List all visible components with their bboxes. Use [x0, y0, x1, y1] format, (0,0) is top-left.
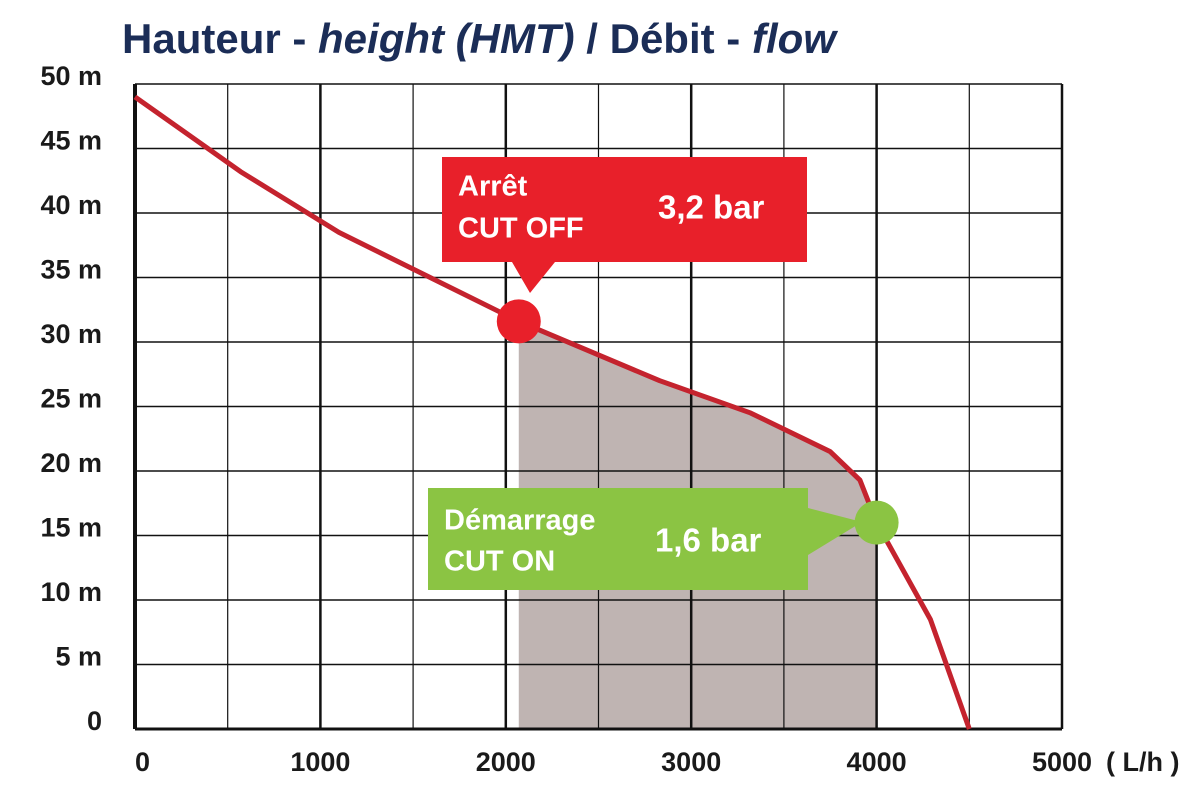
x-tick-label: 0: [135, 747, 150, 777]
chart-title: Hauteur - height (HMT) / Débit - flow: [122, 15, 838, 62]
y-tick-label: 10 m: [40, 577, 102, 607]
title-part: flow: [752, 15, 838, 62]
x-tick-label: 3000: [661, 747, 721, 777]
x-tick-label: 1000: [290, 747, 350, 777]
callout-box: [442, 157, 807, 262]
callout-pressure: 3,2 bar: [658, 189, 765, 226]
y-tick-label: 30 m: [40, 319, 102, 349]
y-tick-label: 5 m: [55, 642, 102, 672]
y-tick-label: 50 m: [40, 61, 102, 91]
y-tick-label: 40 m: [40, 190, 102, 220]
callout-label: CUT ON: [444, 546, 555, 578]
curve: [133, 94, 972, 730]
title-part: Hauteur -: [122, 15, 318, 62]
y-tick-label: 45 m: [40, 126, 102, 156]
x-tick-label: 5000: [1032, 747, 1092, 777]
callout-label: CUT OFF: [458, 213, 584, 245]
callout-pointer: [808, 508, 862, 555]
x-tick-label: 2000: [476, 747, 536, 777]
y-tick-label: 25 m: [40, 384, 102, 414]
y-tick-label: 20 m: [40, 448, 102, 478]
y-tick-label: 0: [87, 706, 102, 736]
callout-box: [428, 488, 808, 590]
x-axis-unit: ( L/h ): [1106, 747, 1179, 777]
y-tick-label: 15 m: [40, 513, 102, 543]
y-tick-label: 35 m: [40, 255, 102, 285]
title-part: height (HMT): [318, 15, 575, 62]
callout-pressure: 1,6 bar: [655, 522, 762, 559]
point-marker: [496, 299, 541, 344]
title-part: / Débit -: [575, 15, 752, 62]
callout-label: Démarrage: [444, 505, 596, 537]
x-tick-label: 4000: [847, 747, 907, 777]
point-marker: [854, 500, 899, 545]
callout-label: Arrêt: [458, 171, 528, 203]
callout-pointer: [512, 262, 555, 293]
